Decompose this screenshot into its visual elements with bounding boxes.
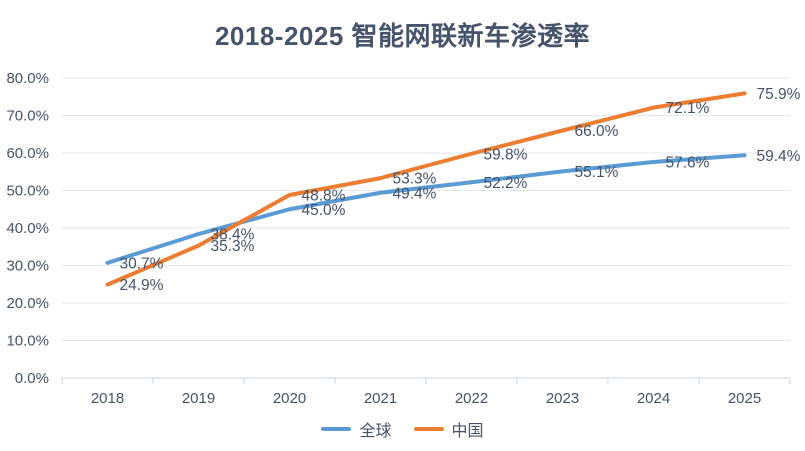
x-tick-label: 2019 <box>182 390 215 407</box>
data-label: 59.8% <box>484 146 528 163</box>
y-tick-label: 50.0% <box>6 183 49 200</box>
data-label: 53.3% <box>393 171 437 188</box>
series-line-china <box>105 91 747 287</box>
y-tick-label: 70.0% <box>6 108 49 125</box>
y-tick-label: 60.0% <box>6 145 49 162</box>
y-tick-label: 80.0% <box>6 70 49 87</box>
data-label: 48.8% <box>302 188 346 205</box>
legend-item-china: 中国 <box>413 417 484 441</box>
legend-label-china: 中国 <box>451 423 484 440</box>
data-label: 59.4% <box>757 148 801 165</box>
data-label: 66.0% <box>575 123 619 140</box>
x-tick-label: 2020 <box>273 390 306 407</box>
data-label: 55.1% <box>575 164 619 181</box>
x-tick-label: 2024 <box>637 390 670 407</box>
x-tick-label: 2018 <box>91 390 124 407</box>
data-label: 57.6% <box>666 155 710 172</box>
data-label: 52.2% <box>484 175 528 192</box>
y-tick-label: 40.0% <box>6 220 49 237</box>
legend-item-global: 全球 <box>321 417 392 441</box>
data-label: 35.3% <box>211 238 255 255</box>
legend-swatch-china-icon <box>413 427 444 431</box>
data-label: 24.9% <box>120 277 164 294</box>
legend-label-global: 全球 <box>359 423 392 440</box>
x-tick-label: 2023 <box>546 390 579 407</box>
y-tick-label: 0.0% <box>15 370 49 387</box>
series-line-global <box>105 153 747 265</box>
data-label: 45.0% <box>302 202 346 219</box>
data-label: 75.9% <box>757 86 801 103</box>
data-label: 72.1% <box>666 100 710 117</box>
chart-title: 2018-2025 智能网联新车渗透率 <box>214 21 591 51</box>
y-tick-label: 30.0% <box>6 258 49 275</box>
x-tick-label: 2025 <box>728 390 761 407</box>
x-tick-label: 2022 <box>455 390 488 407</box>
legend: 全球 中国 <box>0 417 805 441</box>
y-tick-label: 10.0% <box>6 333 49 350</box>
x-tick-label: 2021 <box>364 390 397 407</box>
legend-swatch-global-icon <box>321 427 352 431</box>
y-tick-label: 20.0% <box>6 295 49 312</box>
data-label: 38.4% <box>211 227 255 244</box>
data-label: 30.7% <box>120 255 164 272</box>
data-label: 49.4% <box>393 185 437 202</box>
